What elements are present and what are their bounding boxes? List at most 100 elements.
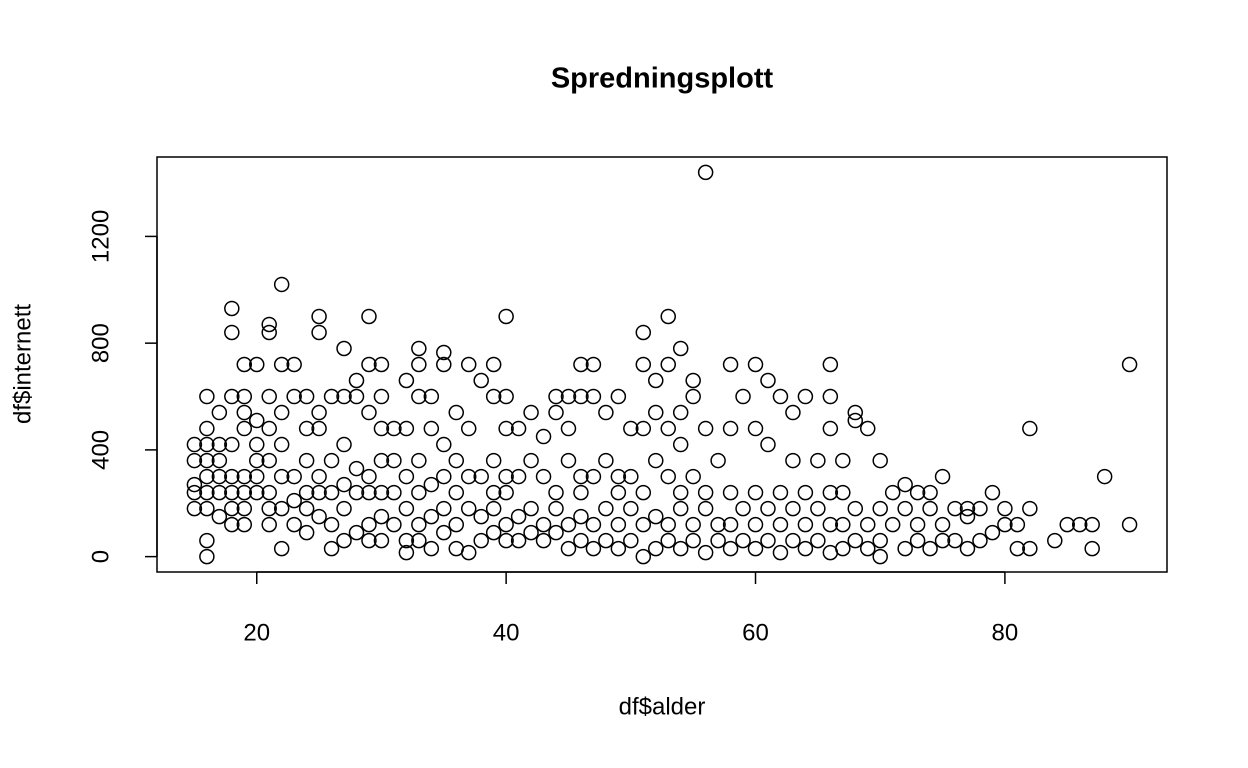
point <box>436 500 452 517</box>
point <box>273 540 290 557</box>
point <box>236 420 253 437</box>
point <box>1084 540 1100 557</box>
point <box>411 356 427 373</box>
point <box>797 484 814 501</box>
point <box>361 516 377 533</box>
point <box>498 468 514 485</box>
point <box>361 404 377 421</box>
point <box>722 420 739 437</box>
point <box>872 500 888 517</box>
point <box>261 516 277 533</box>
point <box>760 436 776 453</box>
point <box>585 540 602 557</box>
point <box>311 308 327 325</box>
point <box>236 468 253 485</box>
point <box>1084 516 1100 533</box>
point <box>261 324 277 341</box>
point <box>311 420 327 437</box>
point <box>261 484 277 501</box>
point <box>560 540 577 557</box>
x-tick-label: 80 <box>992 619 1019 646</box>
point <box>1071 516 1088 533</box>
point <box>735 532 751 549</box>
point <box>448 516 465 533</box>
point <box>361 484 377 501</box>
point <box>411 388 427 405</box>
point <box>373 420 390 437</box>
point <box>959 500 976 517</box>
point <box>573 468 589 485</box>
point <box>922 540 938 557</box>
point <box>460 356 477 373</box>
point <box>398 544 415 561</box>
point <box>648 452 664 469</box>
point <box>473 372 489 389</box>
point <box>298 484 315 501</box>
point <box>523 500 539 517</box>
point <box>224 500 240 517</box>
point <box>585 356 602 373</box>
point <box>336 388 352 405</box>
point <box>785 452 801 469</box>
point <box>224 468 240 485</box>
point <box>660 468 676 485</box>
point <box>273 500 290 517</box>
point <box>523 452 539 469</box>
point <box>635 356 652 373</box>
point <box>336 532 352 549</box>
point <box>298 524 315 541</box>
point <box>249 484 265 501</box>
point <box>261 500 277 517</box>
point <box>648 404 664 421</box>
point <box>199 500 215 517</box>
point <box>872 548 888 565</box>
point <box>747 420 764 437</box>
point <box>835 540 851 557</box>
point <box>311 484 327 501</box>
point <box>273 436 290 453</box>
point <box>224 388 240 405</box>
point <box>535 468 552 485</box>
point <box>361 468 377 485</box>
point <box>523 524 539 541</box>
point <box>485 500 502 517</box>
point <box>373 508 390 525</box>
point <box>573 388 589 405</box>
point <box>286 492 302 509</box>
point <box>436 356 452 373</box>
point <box>685 516 701 533</box>
point <box>498 532 514 549</box>
point <box>984 524 1001 541</box>
point <box>660 516 676 533</box>
point <box>548 404 564 421</box>
point <box>423 540 440 557</box>
y-tick-label: 400 <box>87 430 114 470</box>
point <box>386 420 402 437</box>
point <box>1096 468 1113 485</box>
point <box>224 436 240 453</box>
point <box>423 388 440 405</box>
point <box>772 544 789 561</box>
point <box>660 308 676 325</box>
point <box>448 404 465 421</box>
point <box>411 340 427 357</box>
x-tick-label: 40 <box>493 619 520 646</box>
point <box>909 484 926 501</box>
point <box>423 476 440 493</box>
point <box>323 540 340 557</box>
point <box>510 420 527 437</box>
y-tick-label: 800 <box>87 323 114 363</box>
point <box>722 516 739 533</box>
point <box>199 468 215 485</box>
point <box>835 516 851 533</box>
point <box>772 516 789 533</box>
point <box>772 484 789 501</box>
point <box>610 468 627 485</box>
point <box>610 516 627 533</box>
point <box>535 516 552 533</box>
point <box>348 484 365 501</box>
point <box>722 356 739 373</box>
point <box>386 452 402 469</box>
point <box>835 452 851 469</box>
